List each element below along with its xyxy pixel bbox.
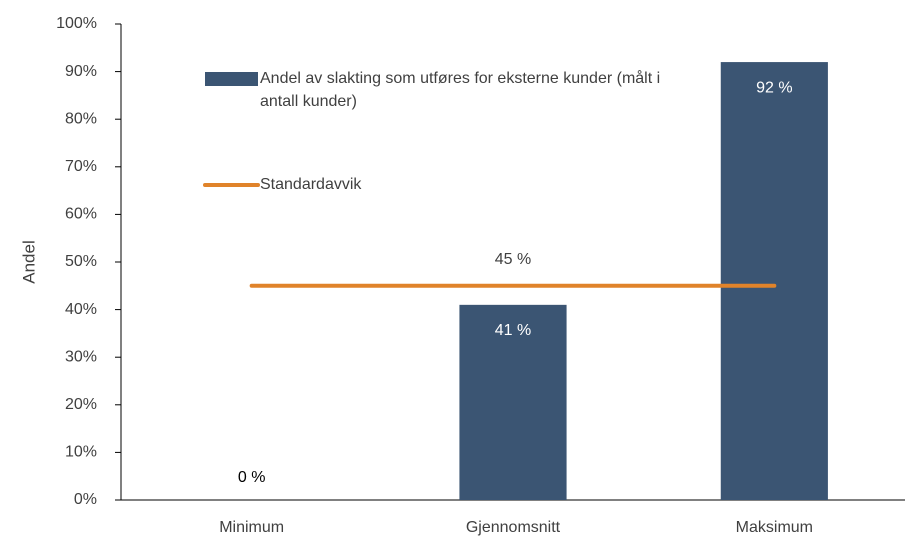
legend-label: Standardavvik	[260, 176, 362, 193]
data-label: 0 %	[238, 469, 266, 486]
legend-label: Andel av slakting som utføres for ekster…	[260, 70, 661, 110]
y-axis-label: Andel	[19, 240, 38, 283]
x-tick-label: Minimum	[219, 519, 284, 536]
y-tick-label: 10%	[65, 444, 97, 461]
data-label: 92 %	[756, 79, 792, 96]
y-tick-label: 80%	[65, 110, 97, 127]
y-tick-label: 100%	[56, 15, 97, 32]
legend-item: Standardavvik	[260, 176, 362, 193]
y-tick-label: 60%	[65, 206, 97, 223]
y-tick-label: 70%	[65, 158, 97, 175]
bar	[720, 62, 828, 501]
y-tick-label: 30%	[65, 348, 97, 365]
legend-item: Andel av slakting som utføres for ekster…	[260, 70, 661, 110]
y-tick-label: 20%	[65, 396, 97, 413]
y-tick-label: 90%	[65, 63, 97, 80]
data-label: 41 %	[495, 322, 531, 339]
data-label: 45 %	[495, 251, 531, 268]
bar	[459, 304, 567, 500]
x-tick-label: Gjennomsnitt	[466, 519, 561, 536]
legend-swatch	[205, 72, 258, 86]
y-tick-label: 0%	[74, 491, 97, 508]
x-tick-label: Maksimum	[736, 519, 813, 536]
y-tick-label: 40%	[65, 301, 97, 318]
y-tick-label: 50%	[65, 253, 97, 270]
